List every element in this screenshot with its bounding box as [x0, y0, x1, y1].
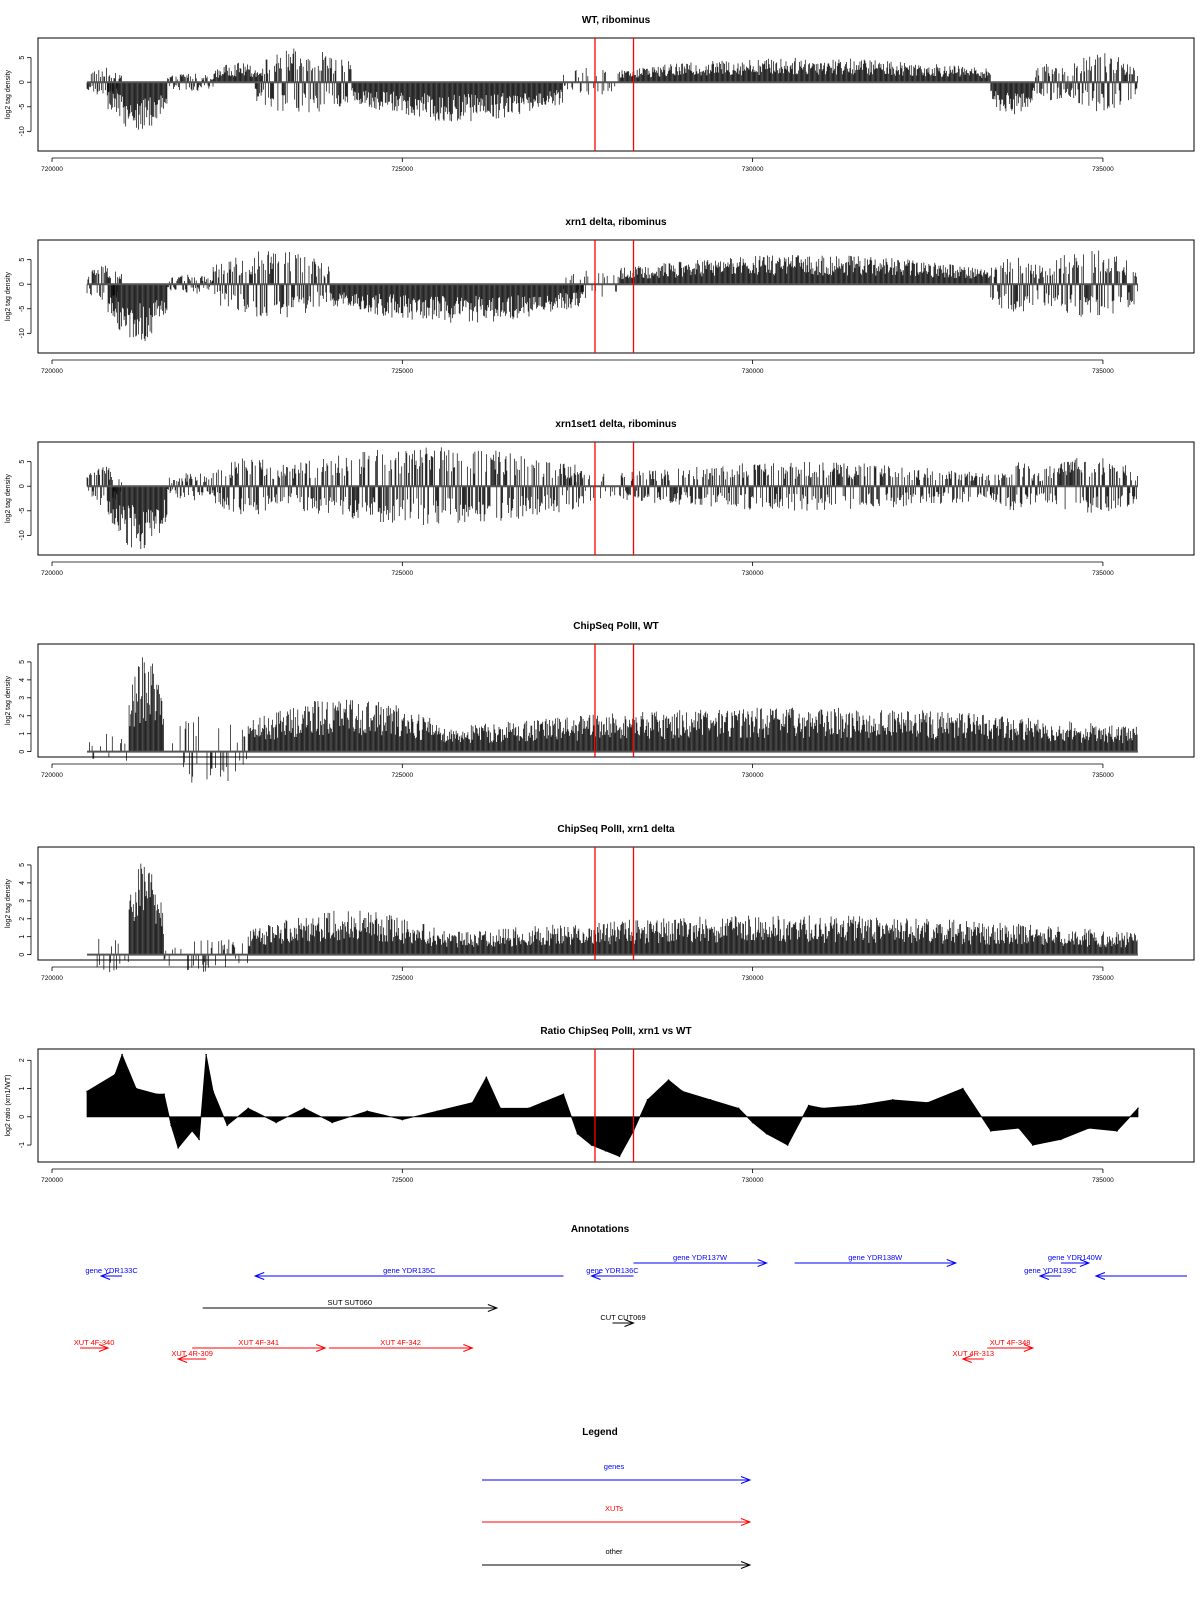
x-tick-label: 735000 [1092, 166, 1114, 173]
x-tick-label: 730000 [742, 772, 764, 779]
data-bars [86, 250, 1138, 342]
y-tick-label: 4 [19, 678, 26, 682]
panel-title: xrn1set1 delta, ribominus [555, 419, 677, 430]
y-tick-label: 5 [19, 56, 26, 60]
x-tick-label: 735000 [1092, 772, 1114, 779]
panel-2: xrn1 delta, ribominus -10 -5 0 5 log2 tag den… [5, 217, 1195, 375]
y-tick-label: 0 [19, 282, 26, 286]
y-tick-label: 5 [19, 660, 26, 664]
plot-frame [37, 239, 1195, 354]
y-tick-label: 0 [19, 484, 26, 488]
x-tick-label: 725000 [391, 166, 413, 173]
data-bars [89, 657, 1138, 783]
y-tick-label: 0 [19, 80, 26, 84]
panel-3: xrn1set1 delta, ribominus -10 -5 0 5 log2 tag… [5, 419, 1195, 577]
y-tick-label: 2 [19, 714, 26, 718]
y-tick-label: -10 [19, 530, 26, 540]
y-tick-label: -5 [19, 306, 26, 312]
panel-1: WT, ribominus -10 -5 0 5 log2 tag density 7200… [5, 15, 1195, 173]
data-bars [86, 48, 1139, 130]
panel-4: ChipSeq PolII, WT 0 1 2 3 4 5 log2 tag density 7… [5, 621, 1195, 783]
y-axis-label: log2 tag density [5, 69, 12, 119]
x-tick-label: 730000 [742, 166, 764, 173]
y-axis-label: log2 tag density [5, 271, 12, 321]
y-tick-label: 5 [19, 258, 26, 262]
x-tick-label: 735000 [1092, 570, 1114, 577]
data-bars [86, 447, 1138, 549]
plot-frame [37, 643, 1195, 758]
x-tick-label: 725000 [391, 368, 413, 375]
y-tick-label: 3 [19, 696, 26, 700]
y-tick-label: -10 [19, 328, 26, 338]
y-axis-label: log2 tag density [5, 473, 12, 523]
x-tick-label: 720000 [41, 570, 63, 577]
y-tick-label: -5 [19, 508, 26, 514]
x-tick-label: 720000 [41, 368, 63, 375]
x-tick-label: 720000 [41, 772, 63, 779]
x-tick-label: 725000 [391, 570, 413, 577]
y-tick-label: 5 [19, 460, 26, 464]
plot-frame [37, 441, 1195, 556]
y-axis-label: log2 tag density [5, 675, 12, 725]
y-tick-label: 1 [19, 732, 26, 736]
x-tick-label: 730000 [742, 570, 764, 577]
panel-title: xrn1 delta, ribominus [565, 217, 667, 228]
panel-title: ChipSeq PolII, WT [573, 621, 659, 632]
y-tick-label: -5 [19, 104, 26, 110]
y-tick-label: -10 [19, 126, 26, 136]
x-tick-label: 720000 [41, 166, 63, 173]
y-tick-label: 0 [19, 750, 26, 754]
plot-frame [37, 37, 1195, 152]
x-tick-label: 735000 [1092, 368, 1114, 375]
x-tick-label: 730000 [742, 368, 764, 375]
x-tick-label: 725000 [391, 772, 413, 779]
panel-title: WT, ribominus [582, 15, 651, 26]
